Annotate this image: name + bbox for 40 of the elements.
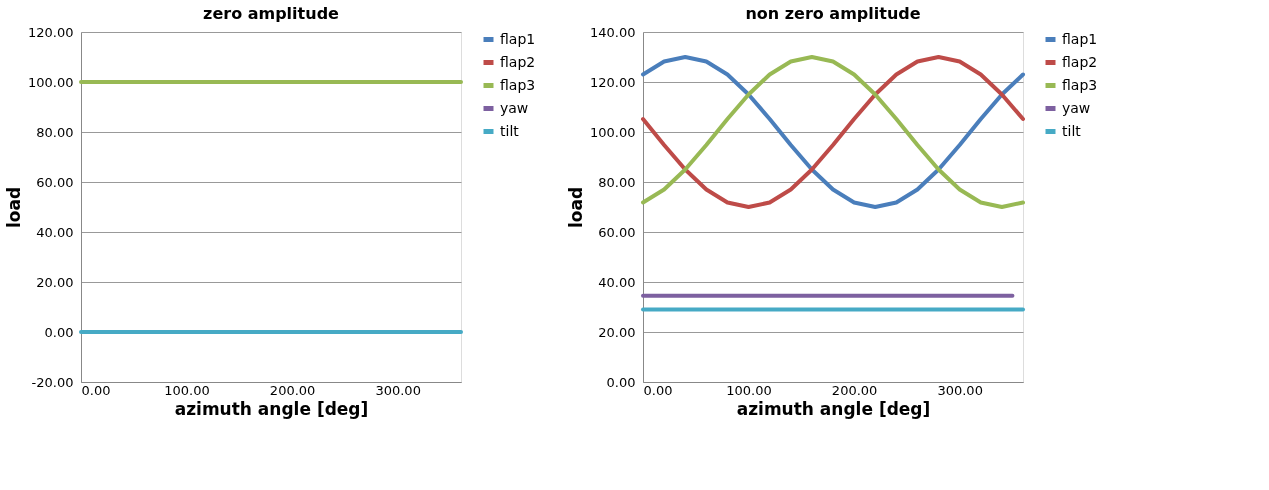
legend-label: flap2 <box>500 53 536 70</box>
y-axis-title: load <box>4 186 25 229</box>
legend-label: flap1 <box>500 30 536 47</box>
x-tick-label: 300.00 <box>937 382 983 398</box>
y-tick-label: 80.00 <box>598 174 636 190</box>
legend-label: yaw <box>1062 99 1091 116</box>
x-tick-label: 300.00 <box>375 382 421 398</box>
y-tick-label: 20.00 <box>598 324 636 340</box>
x-tick-label: 200.00 <box>831 382 878 398</box>
x-tick-label: 100.00 <box>726 382 772 398</box>
y-tick-label: 120.00 <box>590 74 636 90</box>
y-tick-label: -20.00 <box>31 374 74 390</box>
y-tick-label: 100.00 <box>28 74 74 90</box>
legend-label: flap2 <box>1062 53 1098 70</box>
y-tick-label: 0.00 <box>44 324 74 340</box>
x-axis-title: azimuth angle [deg] <box>174 398 369 419</box>
legend-label: yaw <box>500 99 529 116</box>
y-tick-label: 40.00 <box>598 274 636 290</box>
x-tick-label: 200.00 <box>269 382 316 398</box>
y-tick-label: 60.00 <box>36 174 74 190</box>
y-tick-label: 20.00 <box>36 274 74 290</box>
chart-title: zero amplitude <box>203 4 340 23</box>
y-tick-label: 100.00 <box>590 124 636 140</box>
x-tick-label: 0.00 <box>643 382 673 398</box>
y-tick-label: 40.00 <box>36 224 74 240</box>
legend-label: tilt <box>500 122 520 139</box>
x-tick-label: 0.00 <box>81 382 111 398</box>
x-tick-label: 100.00 <box>164 382 210 398</box>
legend-label: flap1 <box>1062 30 1098 47</box>
legend-label: flap3 <box>500 76 536 93</box>
y-tick-label: 80.00 <box>36 124 74 140</box>
y-tick-label: 140.00 <box>590 24 636 40</box>
y-tick-label: 120.00 <box>28 24 74 40</box>
y-axis-title: load <box>566 186 587 229</box>
legend-label: flap3 <box>1062 76 1098 93</box>
line-series <box>641 55 1025 209</box>
legend-label: tilt <box>1062 122 1082 139</box>
x-axis-title: azimuth angle [deg] <box>736 398 931 419</box>
chart-title: non zero amplitude <box>745 4 921 23</box>
y-tick-label: 60.00 <box>598 224 636 240</box>
